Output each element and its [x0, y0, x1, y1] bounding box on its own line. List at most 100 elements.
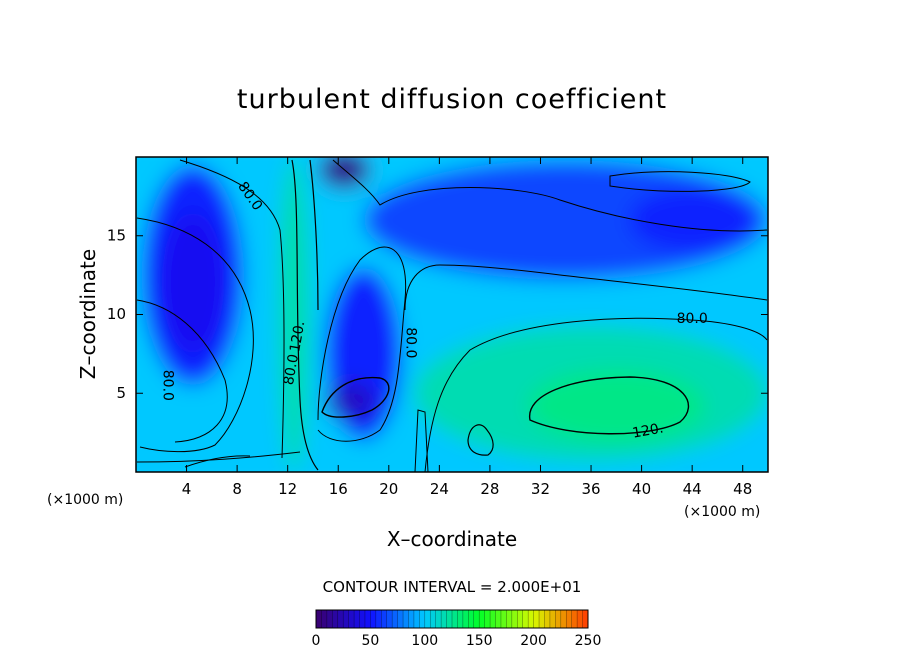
contour-line — [404, 264, 768, 311]
heatmap-region — [363, 160, 768, 280]
colorbar-swatch — [571, 610, 578, 628]
contour-label: 120. — [631, 420, 664, 441]
colorbar-swatch — [435, 610, 442, 628]
colorbar-swatch — [544, 610, 551, 628]
colorbar-swatch — [468, 610, 475, 628]
contour-line — [424, 317, 768, 472]
colorbar-swatch — [386, 610, 393, 628]
colorbar-swatch — [364, 610, 371, 628]
colorbar-swatch — [332, 610, 339, 628]
x-unit-label-left: (×1000 m) — [47, 492, 124, 508]
colorbar-swatch — [430, 610, 437, 628]
contour-line — [467, 424, 494, 456]
colorbar-swatch — [370, 610, 377, 628]
colorbar-swatch — [419, 610, 426, 628]
colorbar-swatch — [533, 610, 540, 628]
colorbar-tick-label: 150 — [466, 633, 493, 649]
contour-line — [136, 299, 228, 443]
colorbar-swatch — [462, 610, 469, 628]
colorbar-swatch — [479, 610, 486, 628]
colorbar-swatch — [392, 610, 399, 628]
colorbar-swatch — [452, 610, 458, 628]
colorbar-tick-label: 100 — [411, 633, 438, 649]
colorbar-swatch — [397, 610, 404, 628]
colorbar-swatch — [408, 610, 415, 628]
colorbar-swatch — [566, 610, 573, 628]
x-tick-label: 8 — [232, 480, 242, 498]
heatmap-region — [527, 369, 705, 443]
heatmap-blobs — [136, 157, 768, 472]
colorbar-swatch — [560, 610, 567, 628]
colorbar-swatch — [549, 610, 556, 628]
x-tick-label: 32 — [531, 480, 550, 498]
contour-line — [609, 171, 751, 192]
contour-line — [136, 217, 254, 453]
contour-line — [321, 376, 390, 418]
x-tick-label: 40 — [632, 480, 651, 498]
colorbar-swatch — [337, 610, 344, 628]
colorbar-swatch — [316, 610, 322, 628]
y-axis-label: Z–coordinate — [76, 248, 100, 380]
colorbar-swatch — [539, 610, 545, 628]
contour-lines — [136, 159, 768, 472]
colorbar-swatch — [500, 610, 507, 628]
x-tick-label: 44 — [683, 480, 702, 498]
heatmap-region — [161, 212, 225, 354]
colorbar-swatch — [490, 610, 497, 628]
chart-title: turbulent diffusion coefficient — [236, 84, 668, 115]
colorbar-tick-label: 0 — [312, 633, 321, 649]
colorbar-swatch — [446, 610, 453, 628]
contour-line — [317, 246, 407, 442]
heatmap-field — [136, 157, 768, 472]
colorbar-swatch — [424, 610, 431, 628]
contour-label: 120. — [287, 320, 308, 353]
y-tick-label: 5 — [116, 384, 126, 402]
colorbar-swatch — [321, 610, 328, 628]
contour-line — [291, 159, 319, 471]
heatmap-region — [628, 188, 756, 252]
colorbar-tick-label: 250 — [575, 633, 602, 649]
x-tick-label: 4 — [182, 480, 192, 498]
colorbar-tick-label: 50 — [361, 633, 379, 649]
x-tick-label: 12 — [278, 480, 297, 498]
contour-line — [529, 376, 690, 435]
heatmap-region — [325, 382, 377, 421]
colorbar-swatch — [413, 610, 420, 628]
colorbar-swatch — [484, 610, 491, 628]
colorbar-swatch — [348, 610, 355, 628]
contour-line — [414, 409, 429, 472]
colorbar-swatch — [457, 610, 464, 628]
colorbar-swatch — [582, 610, 589, 628]
contour-line — [136, 451, 301, 463]
y-tick-label: 15 — [107, 226, 126, 244]
colorbar-swatch — [381, 610, 388, 628]
colorbar-tick-label: 200 — [520, 633, 547, 649]
colorbar-swatch — [326, 610, 333, 628]
colorbar-swatch — [577, 610, 584, 628]
x-tick-label: 20 — [379, 480, 398, 498]
colorbar-swatch — [473, 610, 480, 628]
colorbar-frame — [315, 609, 589, 629]
x-tick-label: 28 — [480, 480, 499, 498]
colorbar-swatch — [506, 610, 513, 628]
colorbar-swatch — [555, 610, 562, 628]
x-tick-label: 36 — [581, 480, 600, 498]
contour-interval-text: CONTOUR INTERVAL = 2.000E+01 — [322, 578, 582, 596]
heatmap-region — [278, 157, 310, 472]
colorbar-swatch — [441, 610, 448, 628]
contour-line — [179, 159, 285, 459]
colorbar: 0 50 100 150 200 250 — [312, 609, 602, 649]
colorbar-swatch — [403, 610, 409, 628]
colorbar-swatch — [495, 610, 502, 628]
contour-label: 80.0 — [677, 311, 708, 327]
colorbar-swatch — [359, 610, 366, 628]
contour-label: 80.0 — [281, 353, 302, 386]
x-tick-label: 16 — [329, 480, 348, 498]
y-tick-label: 10 — [107, 305, 126, 323]
x-tick-label: 48 — [733, 480, 752, 498]
x-tick-label: 24 — [430, 480, 449, 498]
colorbar-swatch — [343, 610, 350, 628]
contour-label: 80.0 — [160, 370, 176, 401]
contour-label: 80.0 — [402, 327, 418, 358]
